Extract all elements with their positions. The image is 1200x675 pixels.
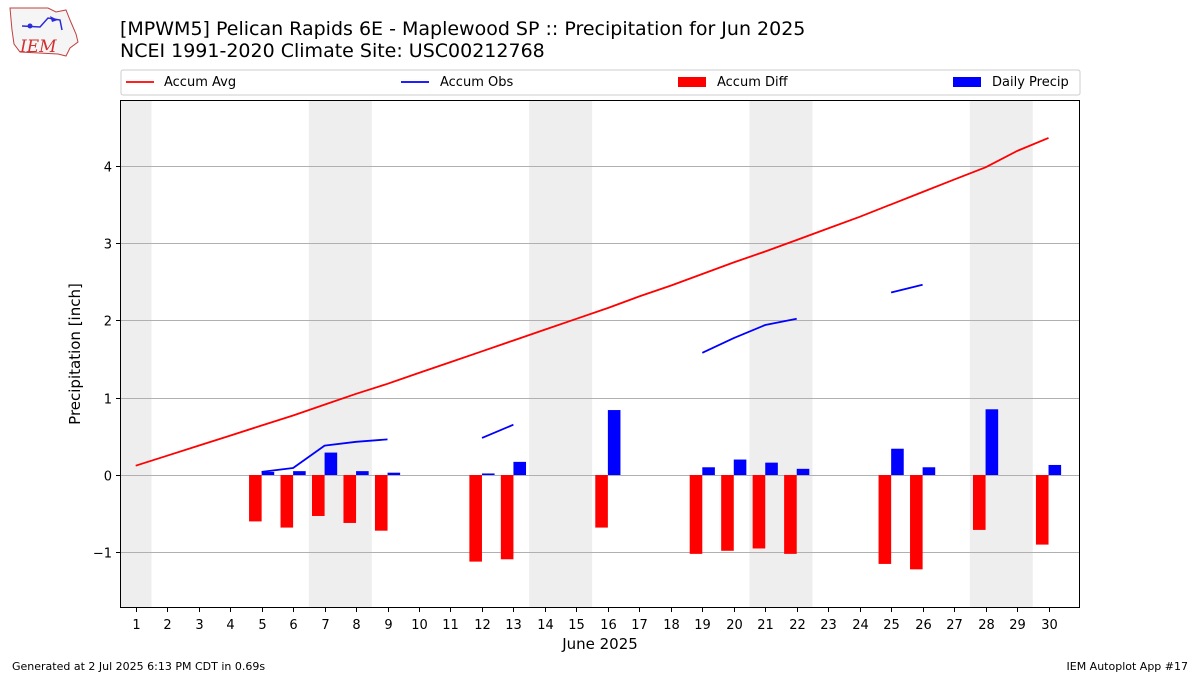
legend-swatch-daily-precip	[953, 77, 981, 87]
accum-diff-bar-8	[343, 475, 357, 523]
legend-swatch-accum-diff	[678, 77, 706, 87]
xtick-label-6: 6	[289, 618, 297, 633]
daily-precip-bar-21	[765, 462, 778, 476]
accum-diff-bar-20	[721, 475, 734, 551]
legend-label-daily-precip: Daily Precip	[992, 75, 1069, 90]
legend: Accum Avg Accum Obs Accum Diff Daily Pre…	[120, 69, 1081, 96]
weekend-shade-4	[969, 100, 1033, 608]
xtick-label-26: 26	[915, 618, 932, 633]
ytick-label-2: 1	[104, 393, 112, 408]
legend-label-accum-diff: Accum Diff	[717, 75, 789, 90]
xtick-label-14: 14	[537, 618, 554, 633]
accum-diff-bar-26	[910, 475, 923, 570]
weekend-shade-0	[120, 100, 152, 608]
ytick-label-0: −1	[93, 547, 112, 562]
y-axis-ticks: −1 0 1 2 3 4	[93, 161, 120, 562]
xtick-label-17: 17	[631, 618, 648, 633]
xtick-label-21: 21	[757, 618, 774, 633]
plot-frame	[120, 100, 1080, 608]
xtick-label-4: 4	[226, 618, 234, 633]
daily-precip-bar-30	[1048, 464, 1062, 476]
xtick-label-5: 5	[258, 618, 266, 633]
accum-obs-line-segment-2	[701, 317, 797, 354]
bars	[249, 409, 1062, 570]
daily-precip-bar-13	[513, 461, 527, 476]
daily-precip-bar-20	[733, 459, 747, 476]
daily-precip-bar-9	[387, 472, 401, 476]
xtick-label-2: 2	[163, 618, 171, 633]
x-axis-ticks: 1 2 3 4 5 6 7 8 9 10 11 12 13 14 15 16 17 18 19 20 21 22 23 24 2…	[132, 608, 1058, 633]
xtick-label-16: 16	[600, 618, 617, 633]
accum-diff-bar-25	[878, 475, 892, 564]
accum-diff-bar-16	[595, 475, 608, 528]
accum-diff-bar-9	[374, 475, 388, 531]
accum-obs-line-segment-0	[261, 438, 388, 473]
xtick-label-1: 1	[132, 618, 140, 633]
xtick-label-3: 3	[195, 618, 203, 633]
ytick-label-1: 0	[104, 470, 112, 485]
ytick-label-4: 3	[104, 238, 112, 253]
xtick-label-13: 13	[505, 618, 522, 633]
xtick-label-25: 25	[883, 618, 900, 633]
daily-precip-bar-6	[293, 471, 306, 476]
daily-precip-bar-22	[796, 468, 810, 476]
footer-generated: Generated at 2 Jul 2025 6:13 PM CDT in 0…	[12, 660, 265, 673]
daily-precip-bar-25	[891, 448, 904, 476]
accum-diff-bar-13	[500, 475, 514, 560]
iem-logo: IEM	[9, 7, 79, 57]
xtick-label-9: 9	[384, 618, 392, 633]
accum-avg-line-segment-0	[135, 137, 1049, 467]
xtick-label-12: 12	[474, 618, 491, 633]
accum-diff-bar-28	[972, 475, 986, 530]
xtick-label-11: 11	[442, 618, 459, 633]
x-axis-label: June 2025	[561, 635, 638, 653]
daily-precip-bar-16	[607, 410, 621, 476]
daily-precip-bar-28	[985, 409, 999, 476]
xtick-label-8: 8	[352, 618, 360, 633]
accum-diff-bar-21	[752, 475, 766, 549]
accum-diff-bar-30	[1035, 475, 1049, 545]
accum-diff-bar-7	[312, 475, 325, 516]
daily-precip-bar-26	[922, 467, 936, 476]
lines	[135, 137, 1049, 473]
xtick-label-10: 10	[411, 618, 428, 633]
accum-obs-line-segment-1	[481, 423, 514, 439]
accum-obs-line-segment-3	[890, 283, 923, 294]
accum-diff-bar-19	[689, 475, 703, 554]
xtick-label-20: 20	[726, 618, 743, 633]
xtick-label-7: 7	[321, 618, 329, 633]
ytick-label-5: 4	[104, 161, 112, 176]
weekend-shade-2	[529, 100, 593, 608]
xtick-label-27: 27	[946, 618, 963, 633]
chart-subtitle: NCEI 1991-2020 Climate Site: USC00212768	[120, 40, 545, 62]
accum-diff-bar-12	[469, 475, 482, 562]
accum-diff-bar-6	[280, 475, 294, 528]
daily-precip-bar-5	[261, 471, 275, 476]
accum-diff-bar-5	[249, 475, 262, 522]
xtick-label-24: 24	[852, 618, 869, 633]
xtick-label-19: 19	[694, 618, 711, 633]
footer-app: IEM Autoplot App #17	[1067, 660, 1189, 673]
accum-diff-bar-22	[784, 475, 797, 554]
ytick-label-3: 2	[104, 315, 112, 330]
xtick-label-22: 22	[789, 618, 806, 633]
daily-precip-bar-8	[356, 471, 369, 476]
xtick-label-29: 29	[1009, 618, 1026, 633]
xtick-label-15: 15	[568, 618, 585, 633]
weekend-shade-1	[308, 100, 372, 608]
legend-label-accum-avg: Accum Avg	[164, 75, 236, 90]
daily-precip-bar-19	[702, 467, 715, 476]
xtick-label-30: 30	[1041, 618, 1058, 633]
legend-label-accum-obs: Accum Obs	[440, 75, 513, 90]
weekend-shading	[120, 100, 1033, 608]
daily-precip-bar-12	[481, 473, 495, 476]
xtick-label-23: 23	[820, 618, 837, 633]
daily-precip-bar-7	[324, 452, 338, 476]
chart-title: [MPWM5] Pelican Rapids 6E - Maplewood SP…	[120, 18, 805, 40]
xtick-label-18: 18	[663, 618, 680, 633]
xtick-label-28: 28	[978, 618, 995, 633]
y-axis-label: Precipitation [inch]	[66, 283, 84, 425]
logo-text: IEM	[19, 37, 57, 57]
